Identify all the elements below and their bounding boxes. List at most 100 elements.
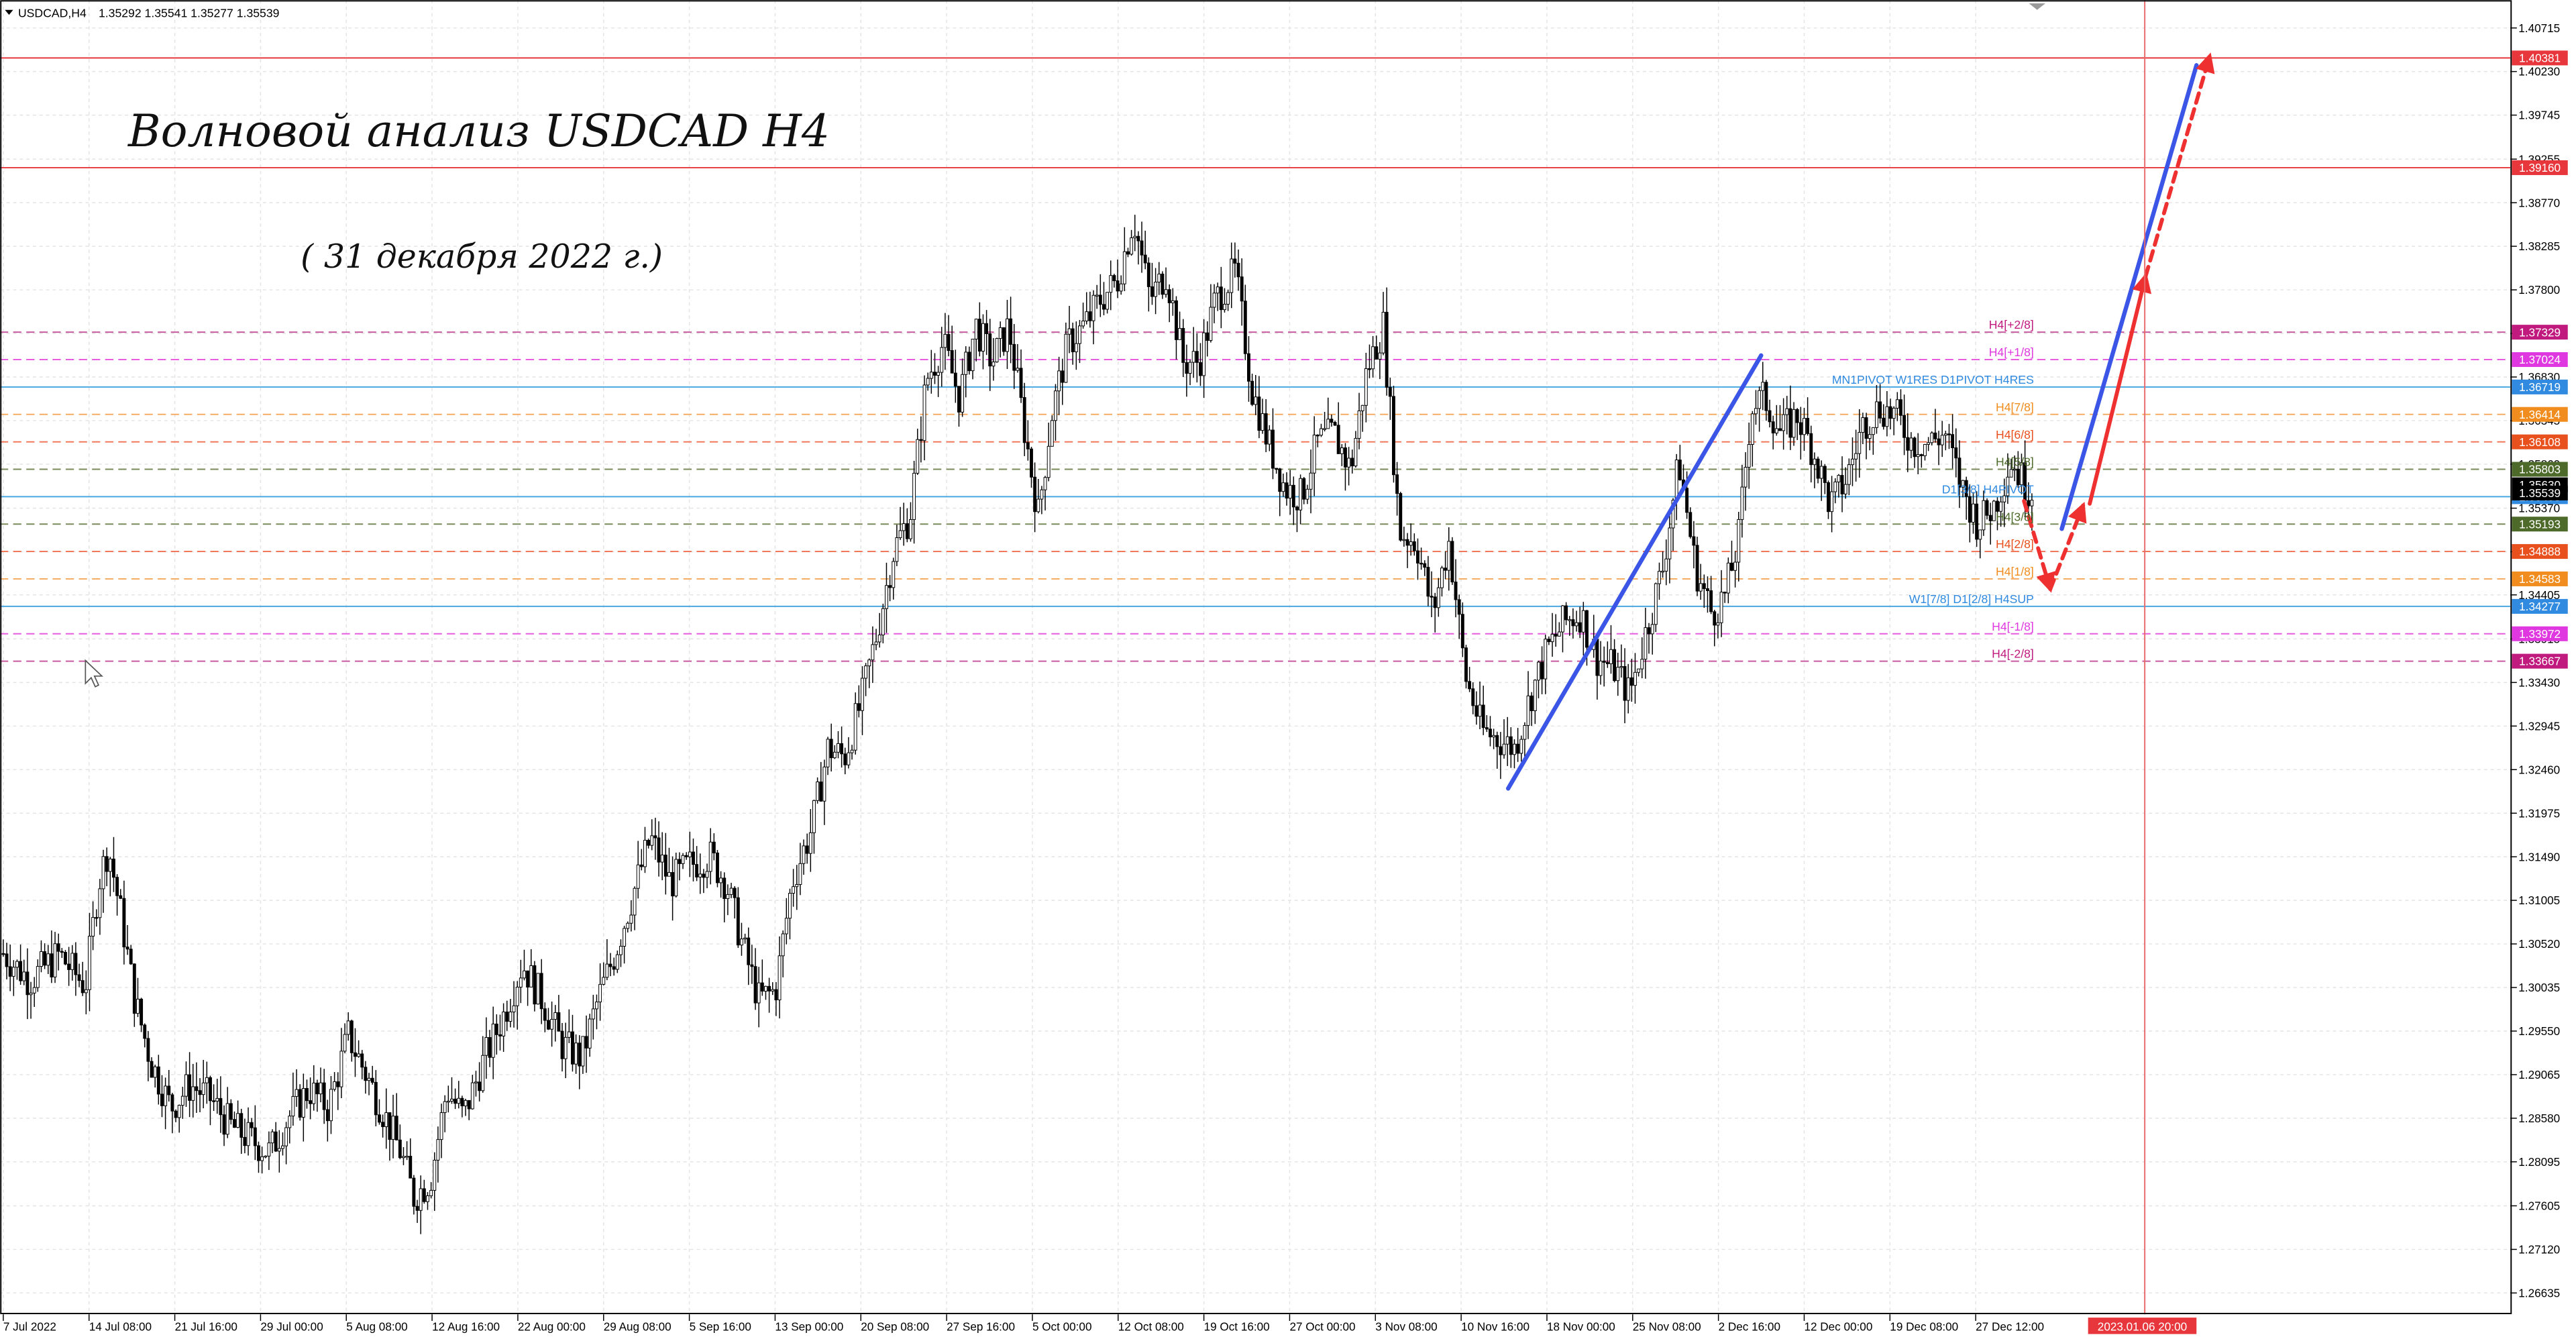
- candle: [1803, 408, 1806, 451]
- candle: [1364, 352, 1368, 423]
- candle: [767, 977, 771, 1013]
- candle: [1357, 392, 1361, 449]
- candle: [1074, 321, 1078, 370]
- candle-body: [1785, 408, 1789, 415]
- candle-body: [1209, 307, 1213, 341]
- candle: [1840, 456, 1844, 513]
- candle-body: [1288, 484, 1292, 499]
- candle: [571, 1014, 574, 1072]
- candle: [1126, 248, 1130, 258]
- candle-body: [315, 1082, 319, 1095]
- candle: [1336, 402, 1340, 454]
- candle-body: [219, 1097, 223, 1116]
- candle: [1288, 470, 1292, 515]
- candle-body: [1136, 235, 1140, 242]
- candle: [478, 1062, 482, 1102]
- candle: [612, 957, 616, 976]
- red-wave-line: [2022, 498, 2055, 593]
- candle-body: [1609, 649, 1613, 664]
- candle: [526, 970, 530, 1006]
- candle-body: [1499, 746, 1503, 755]
- candle: [1468, 667, 1472, 692]
- candle: [391, 1094, 395, 1159]
- candle-body: [80, 980, 85, 994]
- symbol-label: USDCAD,H4: [18, 7, 87, 20]
- candle: [1057, 356, 1061, 415]
- time-marker-tag[interactable]: [2088, 1318, 2197, 1334]
- candle: [547, 1008, 550, 1030]
- candle: [494, 1014, 498, 1055]
- candle-body: [767, 985, 771, 992]
- price-tick-label: 1.27605: [2518, 1199, 2560, 1213]
- candle: [1609, 625, 1613, 674]
- candle: [678, 852, 682, 881]
- candle-body: [1964, 480, 1968, 497]
- candle-body: [481, 1055, 485, 1091]
- candle: [184, 1061, 188, 1107]
- candle: [1978, 529, 1982, 559]
- candle: [753, 948, 757, 1010]
- time-tick-label: 14 Jul 08:00: [89, 1320, 152, 1334]
- candle-body: [619, 946, 623, 955]
- candle-body: [853, 703, 857, 751]
- candle-body: [1547, 639, 1551, 643]
- price-axis[interactable]: 1.407151.402301.397451.392551.387701.382…: [2510, 21, 2560, 1300]
- candle-body: [281, 1145, 284, 1149]
- candle-body: [1623, 665, 1627, 701]
- candle: [1050, 415, 1054, 447]
- candle-body: [991, 362, 996, 367]
- candle: [1851, 437, 1854, 486]
- time-tick-label: 20 Sep 08:00: [861, 1320, 929, 1334]
- candle-body: [1171, 300, 1175, 303]
- candle-body: [1095, 294, 1099, 297]
- candle-body: [1175, 300, 1178, 340]
- candle: [629, 900, 633, 932]
- candle-body: [1529, 695, 1534, 711]
- price-tag: [2512, 462, 2568, 477]
- candle-body: [1605, 661, 1609, 664]
- symbol-dropdown-icon[interactable]: [5, 9, 13, 15]
- candle-body: [198, 1090, 202, 1095]
- candle: [1088, 291, 1092, 328]
- candle: [1333, 421, 1337, 427]
- candle-body: [1433, 596, 1437, 608]
- candle: [716, 850, 719, 888]
- candle-body: [733, 888, 737, 898]
- candle-body: [1619, 665, 1623, 668]
- candle: [405, 1141, 409, 1161]
- candle-body: [1471, 688, 1475, 706]
- time-tick-label: 5 Oct 00:00: [1032, 1320, 1092, 1334]
- candle: [1830, 476, 1834, 533]
- candle-body: [757, 982, 761, 1004]
- candle-body: [639, 864, 643, 867]
- candle: [1067, 305, 1071, 354]
- candle-body: [947, 333, 951, 351]
- shift-marker-icon[interactable]: [2029, 3, 2045, 10]
- candle: [1385, 287, 1389, 396]
- candle-body: [236, 1113, 240, 1128]
- candle-body: [101, 856, 105, 890]
- candle: [1223, 288, 1226, 313]
- candle: [1799, 407, 1803, 460]
- time-axis[interactable]: 7 Jul 2022 14 Jul 08:00 21 Jul 16:00 29 Jul…: [3, 1314, 2044, 1334]
- candle-body: [360, 1053, 364, 1068]
- candle-body: [1913, 437, 1917, 458]
- candle: [1809, 425, 1813, 483]
- candle-body: [264, 1155, 268, 1158]
- candle: [1230, 242, 1234, 309]
- candle-body: [657, 837, 661, 863]
- time-tick-label: 21 Jul 16:00: [175, 1320, 237, 1334]
- candle-body: [539, 973, 543, 1010]
- candle: [936, 366, 941, 397]
- candle: [412, 1175, 416, 1215]
- candle-body: [1740, 486, 1744, 520]
- price-tick-label: 1.37800: [2518, 283, 2560, 297]
- candle-body: [239, 1113, 244, 1138]
- candle: [822, 759, 826, 825]
- candle: [553, 1005, 557, 1042]
- candle-body: [267, 1142, 271, 1157]
- candle-body: [1768, 410, 1772, 423]
- candle-body: [443, 1101, 447, 1114]
- candle-body: [367, 1077, 371, 1081]
